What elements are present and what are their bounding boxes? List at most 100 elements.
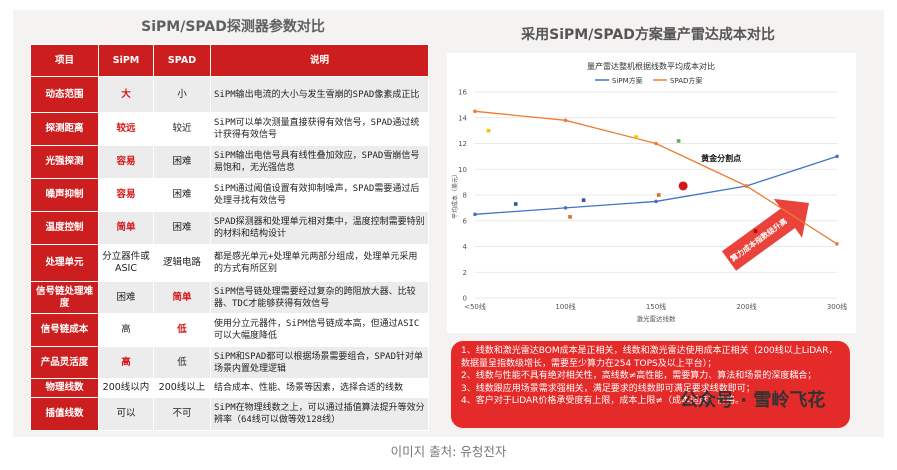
row-item: 信号链成本 (30, 313, 99, 347)
x-tick-label: 300线 (827, 302, 847, 311)
row-description: 都是感光单元+处理单元两部分组成，处理单元采用的方式有所区别 (210, 244, 429, 282)
header-item: 项目 (30, 44, 99, 77)
x-tick-label: 100线 (555, 302, 575, 311)
note-line: 4、客户对于LiDAR价格承受度有上限，成本上限≠（成本适度）价格。 (461, 396, 744, 406)
data-point-spad (473, 109, 477, 114)
row-description: 结合成本、性能、场景等因素，选择合适的线数 (210, 378, 429, 398)
x-tick-label: <50线 (464, 302, 486, 311)
table-row: 处理单元 分立器件或ASIC 逻辑电路 都是感光单元+处理单元两部分组成，处理单元采用… (30, 244, 429, 282)
y-tick-label: 12 (458, 140, 467, 148)
row-spad-value: 低 (153, 346, 211, 379)
header-sipm: SiPM (98, 44, 154, 77)
row-sipm-value: 高 (98, 313, 154, 347)
header-spad: SPAD (153, 44, 211, 77)
row-spad-value: 200线以上 (153, 378, 211, 398)
y-tick-label: 2 (463, 269, 467, 277)
row-sipm-value: 大 (98, 76, 154, 113)
table-row: 探测距离 较远 较近 SiPM可以单次测量直接获得有效信号，SPAD通过统计获得有效信… (30, 112, 429, 146)
row-spad-value: 困难 (153, 145, 211, 179)
x-tick-label: 200线 (736, 302, 756, 311)
row-description: SiPM通过阈值设置有效抑制噪声，SPAD需要通过后处理寻找有效信号 (210, 178, 429, 212)
data-point-sipm (563, 206, 568, 210)
table-row: 噪声抑制 容易 困难 SiPM通过阈值设置有效抑制噪声，SPAD需要通过后处理寻找有效… (30, 178, 429, 212)
data-point-spad (744, 184, 749, 188)
row-item: 温度控制 (30, 211, 99, 245)
row-description: SiPM信号链处理需要经过复杂的跨阻放大器、比较器、TDC才能够获得有效信号 (210, 281, 429, 314)
chart-area: 量产雷达整机根据线数平均成本对比 SiPM方案 SPAD方案 0 2 4 6 8 10 12 14 1… (447, 53, 856, 333)
scatter-marker (513, 202, 518, 206)
x-tick-label: 150线 (646, 302, 666, 311)
legend-label-sipm: SiPM方案 (612, 76, 643, 85)
table-row: 物理线数 200线以内 200线以上 结合成本、性能、场景等因素，选择合适的线数 (30, 378, 429, 398)
scatter-marker (676, 139, 681, 143)
row-sipm-value: 可以 (98, 397, 154, 431)
row-item: 信号链处理难度 (30, 281, 99, 314)
data-point-sipm (835, 154, 839, 159)
row-item: 光强探测 (30, 145, 99, 179)
row-item: 噪声抑制 (30, 178, 99, 212)
table-row: 信号链处理难度 困难 简单 SiPM信号链处理需要经过复杂的跨阻放大器、比较器、TDC… (30, 281, 429, 314)
cost-line-chart: 量产雷达整机根据线数平均成本对比 SiPM方案 SPAD方案 0 2 4 6 8 10 12 14 1… (451, 61, 847, 323)
watermark: 公众号 · 雪岭飞花 (680, 390, 826, 411)
y-tick-label: 6 (463, 217, 468, 225)
image-caption: 이미지 출처: 유청전자 (390, 444, 507, 459)
table-row: 动态范围大小 SiPM输出电流的大小与发生雪崩的SPAD像素成正比 (30, 76, 429, 113)
row-description: SPAD探测器和处理单元相对集中，温度控制需要特别的材料和结构设计 (210, 211, 429, 245)
row-description: SiPM在物理线数之上，可以通过插值算法提升等效分辨率（64线可以做等效128线… (210, 397, 429, 431)
row-spad-value: 小 (153, 76, 211, 113)
y-tick-label: 0 (463, 295, 467, 303)
y-tick-label: 4 (463, 243, 468, 251)
row-sipm-value: 分立器件或ASIC (98, 244, 154, 282)
scatter-marker (656, 193, 661, 197)
table-row: 温度控制 简单 困难 SPAD探测器和处理单元相对集中，温度控制需要特别的材料和结构设… (30, 211, 429, 245)
row-sipm-value: 较远 (98, 112, 154, 146)
note-line: 3、线数跟应用场景需求强相关，满足要求的线数即可满足要求线数即可； (461, 383, 755, 394)
crossover-label: 黄金分割点 (701, 153, 741, 163)
table-row: 产品灵活度高低 SiPM和SPAD都可以根据场景需要组合，SPAD针对单场景内置处… (30, 346, 429, 379)
header-desc: 说明 (210, 44, 429, 77)
cost-rising-arrow (721, 198, 809, 271)
scatter-marker (634, 135, 638, 139)
row-sipm-value: 高 (98, 346, 154, 379)
notes-panel: 1、线数和激光雷达BOM成本是正相关，线数和激光雷达使用成本正相关（200线以上… (451, 341, 850, 428)
row-item: 产品灵活度 (30, 346, 99, 379)
row-item: 插值线数 (30, 397, 99, 431)
parameter-table: 项目 SiPM SPAD 说明 动态范围大小 SiPM输出电流的大小与发生雪崩的S… (30, 44, 429, 431)
note-line: 1、线数和激光雷达BOM成本是正相关，线数和激光雷达使用成本正相关（200线以上… (461, 346, 838, 356)
data-point-spad (563, 118, 568, 123)
y-tick-label: 16 (458, 89, 467, 97)
row-sipm-value: 容易 (98, 178, 154, 212)
data-point-spad (654, 141, 658, 146)
y-tick-label: 8 (463, 192, 467, 200)
table-row: 信号链成本高低使用分立元器件，SiPM信号链成本高，但通过ASIC可以大幅度降低 (30, 313, 429, 347)
row-sipm-value: 200线以内 (98, 378, 154, 398)
row-spad-value: 困难 (153, 178, 211, 212)
table-body: 动态范围大小 SiPM输出电流的大小与发生雪崩的SPAD像素成正比 探测距离 较远 较近… (30, 76, 429, 431)
row-description: SiPM和SPAD都可以根据场景需要组合，SPAD针对单场景内置处理逻辑 (210, 346, 429, 379)
row-description: SiPM输出电流的大小与发生雪崩的SPAD像素成正比 (210, 76, 429, 113)
row-description: 使用分立元器件，SiPM信号链成本高，但通过ASIC可以大幅度降低 (210, 313, 429, 347)
y-axis-label: 平均成本（美元） (451, 171, 459, 219)
chart-title: 量产雷达整机根据线数平均成本对比 (587, 61, 715, 71)
row-sipm-value: 容易 (98, 145, 154, 179)
table-title: SiPM/SPAD探测器参数对比 (141, 19, 325, 35)
crossover-point (678, 181, 688, 191)
row-sipm-value: 简单 (98, 211, 154, 245)
data-point-sipm (654, 199, 658, 204)
row-description: SiPM输出电信号具有线性叠加效应，SPAD雪崩信号易饱和，无光强信息 (210, 145, 429, 179)
row-spad-value: 较近 (153, 112, 211, 146)
row-spad-value: 低 (153, 313, 211, 347)
table-row: 插值线数 可以 不可 SiPM在物理线数之上，可以通过插值算法提升等效分辨率（64线可… (30, 397, 429, 431)
row-sipm-value: 困难 (98, 281, 154, 314)
arrow-label: 算力成本指数级升高 (728, 215, 789, 263)
row-item: 动态范围 (30, 76, 99, 113)
note-line: 数据量呈指数级增长，需要至少算力在254 TOPS及以上平台）； (461, 358, 717, 369)
row-spad-value: 困难 (153, 211, 211, 245)
x-axis-label: 激光雷达线数 (637, 314, 677, 323)
chart-section-title: 采用SiPM/SPAD方案量产雷达成本对比 (521, 27, 775, 43)
scatter-marker (486, 128, 491, 133)
data-point-sipm (473, 212, 477, 217)
table-row: 光强探测 容易 困难 SiPM输出电信号具有线性叠加效应，SPAD雪崩信号易饱和，无光… (30, 145, 429, 179)
row-spad-value: 逻辑电路 (153, 244, 211, 282)
row-item: 处理单元 (30, 244, 99, 282)
